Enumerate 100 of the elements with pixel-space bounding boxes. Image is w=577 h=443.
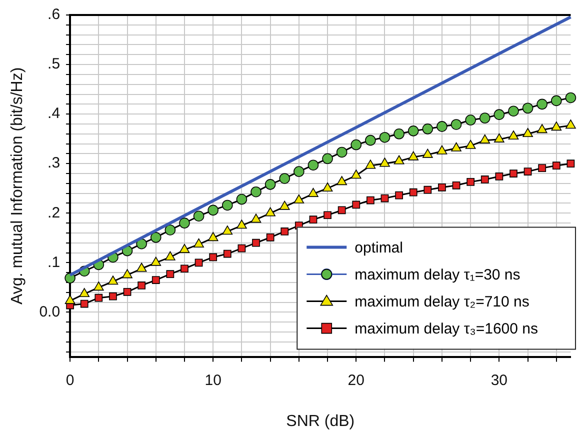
point: [508, 130, 519, 140]
point: [179, 244, 190, 253]
point: [465, 140, 476, 149]
point: [565, 92, 576, 104]
x-tick-label: 30: [490, 372, 508, 389]
point: [536, 98, 548, 110]
point: [524, 168, 532, 176]
point: [322, 182, 333, 192]
legend-label: maximum delay τ₁=30 ns: [354, 266, 520, 284]
point: [279, 173, 290, 184]
legend-label: maximum delay τ₃=1600 ns: [354, 320, 538, 338]
y-tick-label: .4: [48, 105, 60, 122]
point: [64, 294, 76, 304]
y-tick-label: .5: [48, 56, 60, 73]
point: [309, 216, 318, 224]
point: [222, 200, 233, 211]
point: [395, 191, 403, 200]
point: [294, 194, 304, 204]
x-tick-label: 20: [348, 372, 364, 389]
point: [452, 181, 460, 190]
point: [223, 250, 232, 258]
point: [165, 251, 176, 260]
point: [194, 258, 203, 267]
point: [408, 151, 419, 160]
point: [266, 233, 274, 242]
point: [123, 288, 132, 296]
x-tick-label: 10: [204, 372, 222, 389]
point: [566, 120, 576, 129]
point: [451, 142, 462, 152]
y-tick-label: .1: [48, 254, 60, 271]
point: [238, 244, 246, 252]
point: [250, 214, 262, 223]
point: [522, 128, 533, 138]
point: [79, 288, 90, 298]
point: [336, 146, 348, 158]
point: [350, 170, 362, 179]
point: [380, 194, 389, 202]
point: [252, 238, 260, 247]
point: [408, 126, 419, 136]
point: [179, 218, 190, 228]
point: [409, 188, 418, 196]
y-tick-label: .2: [48, 204, 60, 222]
point: [336, 176, 347, 186]
point: [150, 232, 162, 243]
point: [550, 95, 562, 106]
point: [80, 300, 88, 308]
point: [422, 124, 434, 134]
point: [208, 232, 218, 242]
point: [566, 160, 575, 168]
point: [194, 238, 204, 248]
point: [208, 204, 218, 216]
point: [394, 128, 404, 140]
point: [436, 121, 448, 132]
point: [279, 200, 290, 210]
point: [94, 294, 103, 302]
point: [365, 160, 376, 169]
point: [250, 186, 262, 198]
point: [480, 134, 490, 144]
point: [352, 200, 360, 209]
point: [193, 210, 204, 222]
point: [108, 276, 118, 285]
point: [495, 172, 504, 180]
point: [438, 183, 446, 192]
legend-label: optimal: [354, 239, 403, 256]
y-tick-label: .3: [48, 154, 60, 172]
point: [294, 166, 304, 177]
y-tick-label: 0.0: [39, 303, 60, 320]
point: [324, 211, 332, 220]
point: [479, 112, 490, 124]
point: [424, 186, 432, 194]
point: [379, 132, 390, 143]
point: [138, 282, 146, 290]
point: [480, 176, 489, 184]
point: [236, 194, 248, 205]
point: [350, 139, 362, 150]
point: [122, 269, 132, 278]
point: [394, 155, 404, 164]
point: [308, 188, 318, 197]
point: [236, 220, 247, 229]
point: [510, 170, 518, 178]
point: [180, 264, 188, 273]
point: [94, 282, 104, 291]
point: [465, 114, 476, 126]
point: [152, 276, 160, 284]
point: [538, 164, 546, 172]
point: [551, 122, 562, 131]
point: [136, 262, 147, 272]
point: [450, 119, 462, 130]
point: [466, 178, 475, 186]
point: [265, 207, 276, 216]
x-axis-title: SNR (dB): [286, 412, 355, 430]
point: [338, 206, 346, 214]
point: [308, 160, 319, 170]
point: [166, 270, 174, 278]
y-axis-title: Avg. mutual Information (bit/s/Hz): [9, 67, 26, 304]
point: [322, 153, 333, 164]
point: [366, 196, 374, 204]
point: [436, 145, 448, 154]
point: [264, 179, 276, 190]
point: [150, 256, 162, 266]
